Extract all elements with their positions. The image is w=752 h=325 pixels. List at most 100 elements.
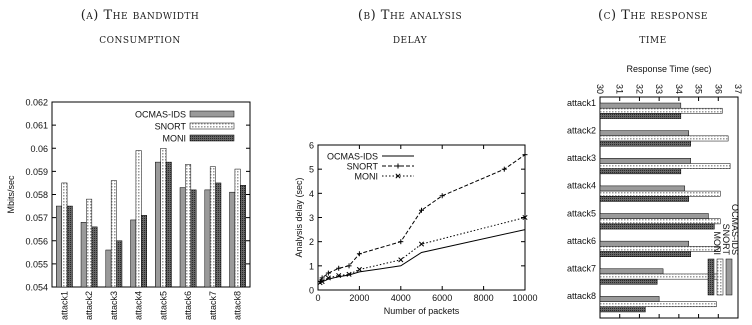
x-tick-label: 32 xyxy=(634,84,644,94)
bar-ocmas-ids xyxy=(599,240,689,247)
y-tick-label: 0.06 xyxy=(30,144,48,154)
legend-swatch xyxy=(707,258,715,296)
x-tick-label: attack2 xyxy=(84,291,94,320)
bar-moni xyxy=(599,278,658,285)
legend-marker xyxy=(395,173,401,179)
legend-swatch xyxy=(189,134,235,142)
x-tick-label: 6000 xyxy=(432,293,452,303)
point-moni xyxy=(319,278,325,285)
y-tick-label: 5 xyxy=(309,165,314,175)
bar-snort xyxy=(61,182,68,288)
y-tick-label: 0.054 xyxy=(25,283,48,293)
bar-ocmas-ids xyxy=(599,213,709,219)
bar-snort xyxy=(599,246,721,252)
bar-moni xyxy=(599,113,682,119)
bar-ocmas-ids xyxy=(599,102,682,109)
x-tick-label: 35 xyxy=(694,84,704,94)
x-tick-label: attack4 xyxy=(134,291,144,320)
bar-ocmas-ids xyxy=(229,191,236,288)
y-tick-label: attack3 xyxy=(567,153,596,163)
legend-label: OCMAS-IDS xyxy=(327,152,378,162)
x-tick-label: 36 xyxy=(713,84,723,94)
y-tick-label: attack2 xyxy=(567,125,596,135)
bar-moni xyxy=(141,215,147,288)
bar-moni xyxy=(215,182,222,288)
bar-moni xyxy=(599,196,689,202)
legend-label: SNORT xyxy=(721,224,731,256)
x-axis-label: Number of packets xyxy=(384,306,460,316)
bar-snort xyxy=(160,148,167,288)
bar-snort xyxy=(599,107,723,114)
y-axis-label: Analysis delay (sec) xyxy=(294,177,304,257)
bar-ocmas-ids xyxy=(599,158,691,164)
bar-ocmas-ids xyxy=(179,187,186,288)
legend-label: OCMAS-IDS xyxy=(135,110,186,120)
x-tick-label: 33 xyxy=(654,84,664,94)
x-tick-label: 37 xyxy=(733,84,743,94)
bar-snort xyxy=(599,273,719,280)
x-tick-label: 2000 xyxy=(349,293,369,303)
caption-b: (b) The analysis delay xyxy=(310,4,510,52)
y-tick-label: attack1 xyxy=(567,98,596,108)
y-tick-label: attack8 xyxy=(567,291,596,301)
bar-snort xyxy=(185,164,192,288)
chart-title: Response Time (sec) xyxy=(626,64,711,74)
bar-snort xyxy=(599,190,721,197)
point-moni xyxy=(418,241,425,247)
x-tick-label: 30 xyxy=(595,84,605,94)
x-tick-label: 4000 xyxy=(391,293,411,303)
caption-a: (a) The bandwidth consumption xyxy=(40,4,240,52)
x-tick-label: attack3 xyxy=(109,291,119,320)
point-moni xyxy=(522,214,528,221)
legend-swatch xyxy=(716,258,724,296)
y-tick-label: 3 xyxy=(309,213,314,223)
chart-response-time: Response Time (sec) 30 31 32 33 34 35 36 37 attac… xyxy=(567,64,743,319)
y-tick-label: attack4 xyxy=(567,181,596,191)
series-line-moni xyxy=(319,217,526,284)
point-moni xyxy=(325,275,331,281)
legend-swatch xyxy=(189,122,235,130)
chart-bandwidth: 0.054 0.055 0.056 0.057 0.058 0.059 0.06 0.061 0… xyxy=(6,98,251,320)
y-tick-label: attack7 xyxy=(567,264,596,274)
point-moni xyxy=(336,272,342,279)
bar-snort xyxy=(599,135,729,142)
point-moni xyxy=(398,257,404,263)
bar-moni xyxy=(599,306,646,313)
legend-label: MONI xyxy=(355,172,379,182)
bar-ocmas-ids xyxy=(105,249,112,288)
y-tick-label: 0.058 xyxy=(25,190,48,200)
x-tick-label: attack7 xyxy=(208,291,218,320)
caption-a-line2: consumption xyxy=(99,32,181,47)
legend-label: SNORT xyxy=(155,122,187,132)
x-tick-label: attack1 xyxy=(59,291,69,320)
y-tick-label: 0.061 xyxy=(25,121,48,131)
caption-c-line2: time xyxy=(639,32,667,47)
caption-c: (c) The response time xyxy=(558,4,748,52)
x-tick-label: 10000 xyxy=(512,293,537,303)
point-moni xyxy=(356,266,362,273)
bar-snort xyxy=(599,218,721,225)
x-tick-label: attack8 xyxy=(233,291,243,320)
y-tick-label: attack6 xyxy=(567,236,596,246)
y-tick-label: 0.062 xyxy=(25,98,48,108)
bar-moni xyxy=(599,251,691,257)
bar-snort xyxy=(86,198,93,288)
bar-moni xyxy=(91,226,98,288)
x-tick-label: attack6 xyxy=(183,291,193,320)
bar-snort xyxy=(209,166,216,288)
bar-ocmas-ids xyxy=(599,296,660,302)
bar-moni xyxy=(599,168,682,175)
y-tick-label: 0.056 xyxy=(25,236,48,246)
x-tick-label: attack5 xyxy=(158,291,168,320)
caption-b-line1: (b) The analysis xyxy=(357,8,463,23)
bar-ocmas-ids xyxy=(599,185,686,192)
x-tick-label: 0 xyxy=(315,293,320,303)
y-tick-label: 0 xyxy=(309,286,314,296)
x-tick-label: 31 xyxy=(615,84,625,94)
legend-label: OCMAS-IDS xyxy=(730,204,740,255)
bar-snort xyxy=(110,180,117,288)
bar-snort xyxy=(599,301,717,308)
caption-a-line1: (a) The bandwidth xyxy=(80,8,200,23)
bar-moni xyxy=(190,189,197,288)
